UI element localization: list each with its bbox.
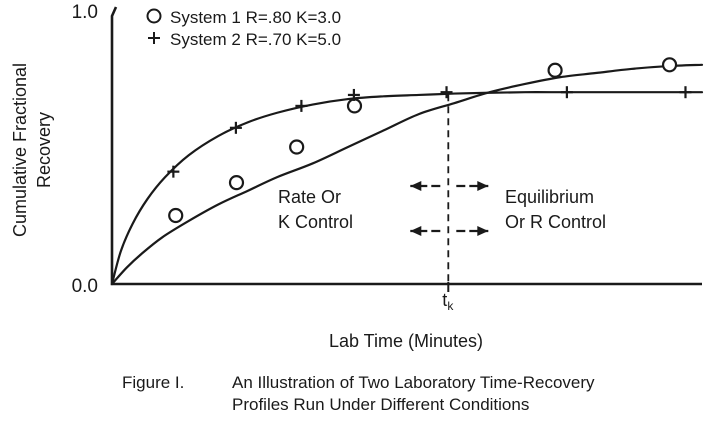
series-2-point	[167, 165, 180, 178]
axis-lines	[110, 6, 702, 286]
legend-entry: System 1 R=.80 K=3.0	[170, 8, 341, 27]
series-1-point	[661, 57, 678, 73]
series-2-point	[440, 86, 453, 99]
arrow-head	[410, 181, 422, 191]
x-axis-label: Lab Time (Minutes)	[329, 331, 483, 351]
arrow-left-bottom	[410, 226, 441, 236]
legend-entry: System 2 R=.70 K=5.0	[170, 30, 341, 49]
figure-caption-line: Profiles Run Under Different Conditions	[232, 395, 529, 414]
y-axis-label: Cumulative Fractional Recovery	[10, 63, 54, 237]
left-region-label: K Control	[278, 212, 353, 232]
arrow-right-top	[456, 181, 489, 191]
chart-labels: Lab Time (Minutes)Cumulative Fractional R…	[10, 63, 595, 414]
chart-legend: System 1 R=.80 K=3.0 System 2 R=.70 K=5.0	[146, 8, 341, 49]
y-tick-label: 0.0	[72, 276, 98, 297]
chart-axes: 0.0 1.0 tk	[72, 2, 702, 313]
series-2-line	[110, 91, 704, 286]
chart-markers	[167, 57, 692, 224]
chart-curves	[110, 63, 704, 286]
chart-annotations: Rate Or K Control Equilibrium Or R Control	[278, 94, 606, 284]
y-axis-label-line: Recovery	[34, 112, 54, 188]
legend-marker-circle	[146, 8, 162, 24]
figure-caption-label: Figure I.	[122, 373, 184, 392]
arrow-head	[477, 181, 489, 191]
series-2-point	[560, 86, 573, 99]
series-2-point	[295, 99, 308, 112]
left-region-label: Rate Or	[278, 187, 341, 207]
series-2-point	[347, 88, 360, 101]
right-region-label: Or R Control	[505, 212, 606, 232]
series-1-point	[168, 207, 184, 224]
arrow-head	[410, 226, 422, 236]
series-1-point	[547, 62, 563, 78]
series-2-point	[229, 121, 242, 134]
series-2-point	[679, 86, 692, 99]
series-1-point	[289, 139, 305, 155]
arrow-left-top	[410, 181, 441, 191]
series-1-point	[346, 98, 363, 114]
y-tick-label: 1.0	[72, 2, 98, 23]
y-axis-label-line: Cumulative Fractional	[10, 63, 30, 237]
arrow-head	[477, 226, 489, 236]
series-1-line	[110, 63, 704, 286]
x-tick-label: tk	[442, 290, 454, 313]
series-1-point	[228, 175, 245, 191]
right-region-label: Equilibrium	[505, 187, 594, 207]
arrow-right-bottom	[456, 226, 489, 236]
figure-caption-line: An Illustration of Two Laboratory Time-R…	[232, 373, 595, 392]
